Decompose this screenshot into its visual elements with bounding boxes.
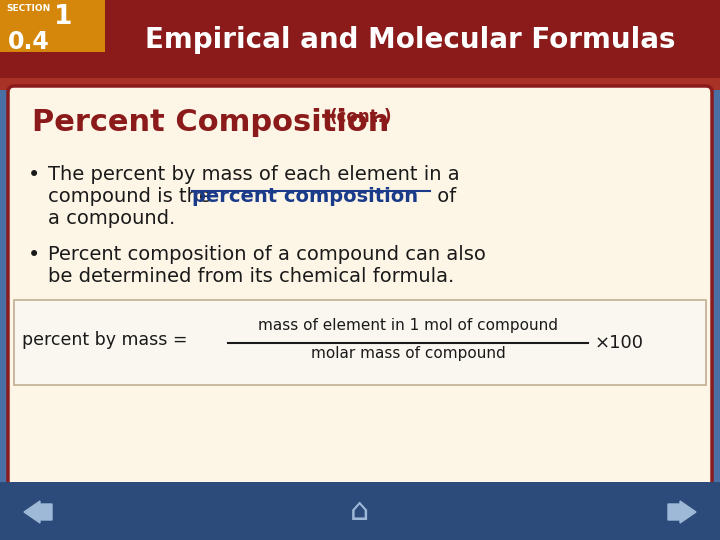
Text: molar mass of compound: molar mass of compound — [310, 346, 505, 361]
Text: compound is the: compound is the — [48, 187, 217, 206]
FancyBboxPatch shape — [0, 0, 105, 52]
Text: (cont.): (cont.) — [330, 108, 392, 126]
FancyBboxPatch shape — [0, 482, 720, 540]
Text: Empirical and Molecular Formulas: Empirical and Molecular Formulas — [145, 26, 675, 54]
FancyBboxPatch shape — [14, 300, 706, 385]
Text: of: of — [431, 187, 456, 206]
Text: percent composition: percent composition — [192, 187, 418, 206]
Text: SECTION: SECTION — [6, 4, 50, 13]
Text: a compound.: a compound. — [48, 209, 175, 228]
Text: ⌂: ⌂ — [351, 497, 369, 526]
FancyBboxPatch shape — [0, 78, 720, 90]
Text: mass of element in 1 mol of compound: mass of element in 1 mol of compound — [258, 318, 558, 333]
FancyBboxPatch shape — [8, 86, 712, 488]
Text: 1: 1 — [54, 4, 73, 30]
Text: be determined from its chemical formula.: be determined from its chemical formula. — [48, 267, 454, 286]
Text: Percent Composition: Percent Composition — [32, 108, 390, 137]
Text: •: • — [28, 165, 40, 185]
FancyArrow shape — [24, 501, 52, 523]
FancyArrow shape — [668, 501, 696, 523]
Text: Percent composition of a compound can also: Percent composition of a compound can al… — [48, 245, 486, 264]
Text: ×100: ×100 — [595, 334, 644, 352]
Text: •: • — [28, 245, 40, 265]
Text: The percent by mass of each element in a: The percent by mass of each element in a — [48, 165, 459, 184]
FancyBboxPatch shape — [0, 0, 720, 80]
Text: percent by mass =: percent by mass = — [22, 331, 193, 349]
Text: 0.4: 0.4 — [8, 30, 50, 54]
